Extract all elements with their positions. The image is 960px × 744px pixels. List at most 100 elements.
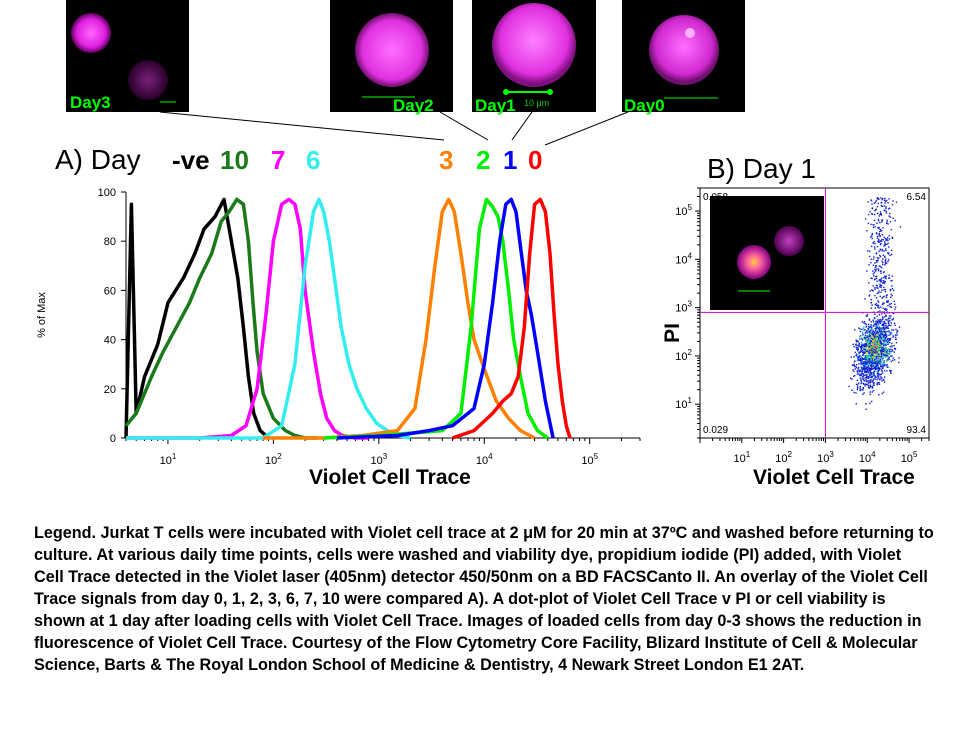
dot — [877, 305, 880, 307]
dot — [872, 319, 874, 321]
dot — [874, 358, 877, 360]
dot — [856, 387, 859, 389]
dot — [856, 357, 859, 359]
panel-a-x-axis-label: Violet Cell Trace — [309, 466, 471, 489]
dot — [898, 357, 900, 359]
dot — [879, 255, 882, 258]
dot — [873, 384, 875, 386]
dot — [881, 392, 884, 395]
dot — [874, 334, 876, 337]
dot — [883, 276, 885, 279]
dot — [888, 246, 890, 248]
dot — [880, 318, 882, 321]
dot — [888, 341, 891, 344]
dot — [860, 359, 862, 361]
dot — [889, 289, 892, 292]
dot — [871, 380, 873, 383]
cell-image-day0-graphic — [649, 15, 719, 99]
dot — [870, 258, 872, 260]
dot — [879, 248, 882, 250]
dot — [872, 242, 875, 244]
dot — [865, 344, 868, 346]
dot — [889, 221, 892, 223]
dot — [874, 337, 877, 339]
dot — [874, 307, 877, 309]
dot — [875, 376, 877, 379]
dot — [857, 350, 859, 352]
dot — [877, 377, 879, 379]
dot — [885, 275, 887, 277]
dot — [865, 218, 867, 220]
dot — [866, 335, 868, 337]
dot — [877, 304, 879, 306]
dot — [875, 275, 878, 277]
dot — [869, 335, 871, 338]
dot — [883, 340, 885, 342]
dot — [864, 348, 866, 351]
dot — [875, 358, 877, 361]
dot — [887, 318, 890, 320]
dot — [876, 353, 879, 356]
dot — [887, 239, 889, 242]
dot — [865, 380, 868, 382]
dot — [880, 197, 882, 199]
dot — [860, 381, 863, 383]
dot — [877, 355, 879, 357]
dot — [865, 331, 867, 333]
dot — [866, 350, 869, 352]
dot — [887, 242, 889, 245]
dot — [880, 204, 883, 207]
dot — [890, 360, 893, 363]
dot — [870, 360, 872, 362]
dot — [859, 369, 862, 372]
dot — [854, 365, 856, 368]
dot — [875, 302, 877, 305]
dot — [882, 327, 885, 329]
dot — [880, 333, 882, 336]
dot — [877, 202, 879, 205]
dot — [864, 358, 866, 360]
dot — [882, 391, 885, 393]
dot — [871, 203, 873, 205]
dot — [882, 363, 884, 365]
dot — [891, 275, 894, 277]
dot — [877, 364, 879, 367]
dot — [877, 359, 880, 362]
dot — [866, 336, 868, 339]
dot — [869, 351, 871, 353]
dot — [860, 350, 863, 353]
dot — [863, 337, 866, 339]
dot — [885, 210, 887, 212]
dot — [889, 303, 891, 306]
dot — [877, 372, 879, 374]
dot — [871, 233, 873, 235]
dot — [855, 383, 858, 386]
dot — [873, 337, 876, 339]
dot — [872, 356, 875, 359]
dot — [872, 340, 875, 343]
dot — [865, 408, 867, 411]
dot — [880, 365, 883, 368]
dot — [872, 355, 875, 358]
dot — [880, 266, 883, 269]
dot — [888, 238, 891, 240]
dot — [880, 327, 882, 329]
dot — [876, 327, 878, 329]
dot — [867, 213, 870, 216]
dot — [889, 305, 891, 308]
dot — [871, 333, 873, 336]
dot — [887, 342, 890, 344]
dot — [879, 357, 881, 359]
dot — [871, 364, 874, 366]
dot — [861, 321, 864, 323]
dot — [889, 212, 891, 215]
dot — [870, 358, 873, 361]
dot — [867, 365, 869, 368]
dot — [876, 335, 879, 338]
dot — [868, 367, 870, 369]
dot — [876, 343, 878, 346]
curve-key-0: 0 — [528, 145, 543, 175]
dot — [883, 354, 886, 356]
dot — [878, 307, 880, 309]
dot — [887, 208, 890, 210]
